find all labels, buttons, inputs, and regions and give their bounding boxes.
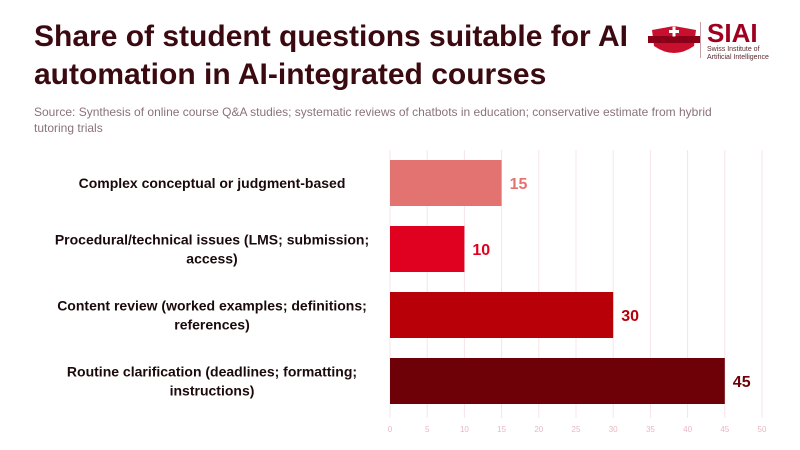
x-tick-label: 40 xyxy=(683,425,692,434)
logo-subtitle-line: Swiss Institute of xyxy=(707,46,760,53)
bar xyxy=(390,292,614,338)
category-label: Complex conceptual or judgment-based xyxy=(79,175,346,191)
logo-subtitle: Swiss Institute of Artificial Intelligen… xyxy=(707,46,797,62)
x-tick-label: 5 xyxy=(425,425,430,434)
x-tick-label: 45 xyxy=(720,425,729,434)
bar xyxy=(390,160,502,206)
category-label: Procedural/technical issues (LMS; submis… xyxy=(55,232,369,267)
bar-value-label: 45 xyxy=(733,374,751,391)
x-tick-label: 0 xyxy=(388,425,393,434)
chart-title: Share of student questions suitable for … xyxy=(34,20,628,91)
siai-shield-logo-icon xyxy=(648,26,700,53)
x-tick-label: 30 xyxy=(609,425,618,434)
chart-source: Source: Synthesis of online course Q&A s… xyxy=(34,105,712,135)
category-label: Routine clarification (deadlines; format… xyxy=(67,364,357,399)
x-tick-label: 15 xyxy=(497,425,506,434)
bar xyxy=(390,226,465,272)
logo-subtitle-line: Artificial Intelligence xyxy=(707,54,769,61)
bar xyxy=(390,358,725,404)
x-tick-label: 25 xyxy=(572,425,581,434)
logo-name: SIAI xyxy=(707,18,758,48)
x-tick-label: 20 xyxy=(534,425,543,434)
bar-value-label: 10 xyxy=(472,242,490,259)
category-label: Content review (worked examples; definit… xyxy=(57,298,367,333)
x-tick-label: 50 xyxy=(758,425,767,434)
logo-divider xyxy=(700,22,701,58)
x-tick-label: 35 xyxy=(646,425,655,434)
x-tick-label: 10 xyxy=(460,425,469,434)
bar-value-label: 15 xyxy=(510,176,528,193)
bar-value-label: 30 xyxy=(621,308,639,325)
